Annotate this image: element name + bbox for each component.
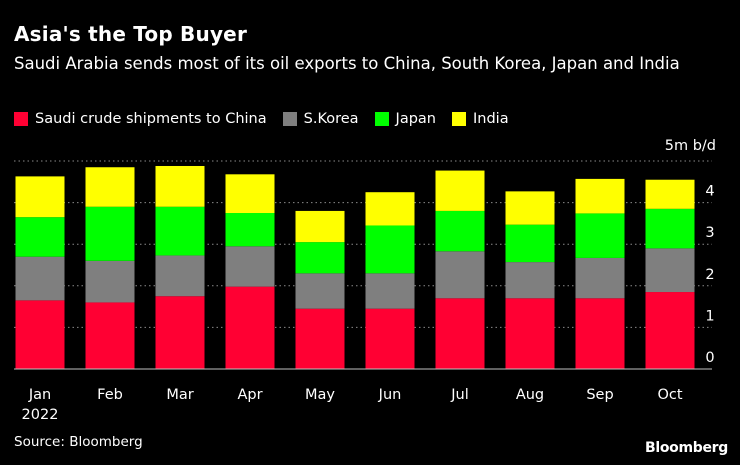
source-note: Source: Bloomberg (14, 434, 143, 450)
bar-segment-mar-3 (155, 165, 205, 207)
legend-swatch-china (14, 112, 28, 126)
bar-segment-aug-2 (505, 224, 555, 263)
bar-segment-may-3 (295, 210, 345, 243)
bar-segment-feb-0 (85, 302, 135, 369)
x-tick-label: Aug (516, 387, 544, 403)
chart-title: Asia's the Top Buyer (14, 22, 248, 46)
x-tick-label: Jul (450, 387, 469, 403)
legend-item-india: India (452, 111, 509, 127)
legend-item-japan: Japan (374, 111, 436, 127)
x-tick-label: Oct (657, 387, 682, 403)
bar-segment-mar-1 (155, 255, 205, 297)
chart-legend: Saudi crude shipments to China S.Korea J… (14, 111, 525, 127)
bar-segment-oct-3 (645, 179, 695, 209)
bar-segment-oct-1 (645, 248, 695, 293)
legend-item-china: Saudi crude shipments to China (14, 111, 267, 127)
bar-segment-aug-1 (505, 262, 555, 299)
x-tick-label: Apr (237, 387, 262, 403)
bar-segment-mar-2 (155, 206, 205, 256)
legend-swatch-japan (374, 112, 389, 126)
bar-segment-jul-2 (435, 210, 485, 252)
bloomberg-logo: Bloomberg (644, 440, 728, 456)
x-tick-label: Jun (378, 387, 402, 403)
legend-label-india: India (473, 111, 509, 127)
x-tick-label: Feb (97, 387, 123, 403)
bar-segment-mar-0 (155, 296, 205, 369)
x-tick-label: Mar (166, 387, 193, 403)
bar-segment-apr-0 (225, 286, 275, 369)
y-tick-label: 4 (705, 184, 714, 200)
bar-segment-oct-2 (645, 208, 695, 249)
legend-item-skorea: S.Korea (282, 111, 359, 127)
bar-segment-jul-3 (435, 170, 485, 211)
bar-segment-jun-0 (365, 308, 415, 369)
bar-segment-jan-2 (15, 217, 65, 257)
bar-segment-jun-1 (365, 273, 415, 309)
chart-subtitle: Saudi Arabia sends most of its oil expor… (14, 54, 680, 73)
bar-segment-may-1 (295, 273, 345, 309)
legend-swatch-india (452, 112, 466, 126)
y-tick-label: 0 (705, 350, 714, 366)
legend-swatch-skorea (282, 112, 297, 126)
y-tick-label: 1 (705, 308, 714, 324)
y-tick-label: 3 (705, 225, 714, 241)
y-tick-label: 2 (705, 267, 714, 283)
bar-segment-apr-3 (225, 174, 275, 213)
x-tick-label: Jan (28, 387, 51, 403)
bar-segment-jun-3 (365, 192, 415, 226)
bar-segment-may-2 (295, 242, 345, 274)
bar-segment-sep-0 (575, 298, 625, 369)
x-tick-label: May (305, 387, 335, 403)
bar-segment-sep-2 (575, 213, 625, 258)
bar-segment-may-0 (295, 308, 345, 369)
legend-label-skorea: S.Korea (303, 111, 359, 127)
bar-segment-sep-1 (575, 257, 625, 299)
bar-segment-oct-0 (645, 292, 695, 369)
bar-segment-jul-1 (435, 251, 485, 299)
bar-segment-jun-2 (365, 225, 415, 274)
bar-segment-apr-2 (225, 213, 275, 247)
bar-segment-feb-2 (85, 206, 135, 261)
y-unit-label: 5m b/d (665, 138, 716, 154)
x-tick-label: Sep (586, 387, 613, 403)
bar-segment-aug-3 (505, 191, 555, 225)
bar-segment-feb-1 (85, 260, 135, 303)
bar-segment-jan-0 (15, 300, 65, 369)
bar-segment-apr-1 (225, 246, 275, 287)
legend-label-japan: Japan (395, 111, 436, 127)
bar-segment-jan-3 (15, 176, 65, 218)
bar-segment-jul-0 (435, 298, 485, 369)
bar-segment-aug-0 (505, 298, 555, 369)
bar-segment-sep-3 (575, 178, 625, 214)
bar-segment-jan-1 (15, 256, 65, 301)
legend-label-china: Saudi crude shipments to China (35, 111, 267, 127)
bar-segment-feb-3 (85, 167, 135, 207)
x-tick-sublabel: 2022 (22, 407, 59, 423)
